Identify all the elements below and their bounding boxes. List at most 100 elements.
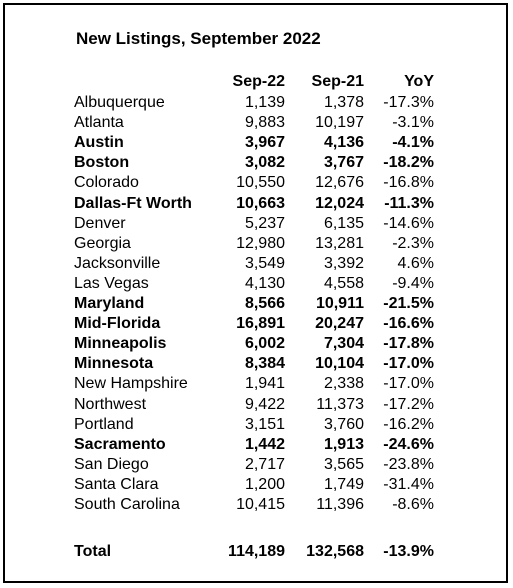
row-name: Colorado	[74, 174, 139, 191]
row-yoy: -4.1%	[392, 134, 434, 151]
row-name: Las Vegas	[74, 275, 149, 292]
row-yoy: -23.8%	[383, 456, 434, 473]
row-yoy: -14.6%	[383, 215, 434, 232]
row-yoy: -16.8%	[383, 174, 434, 191]
row-yoy: -3.1%	[392, 114, 434, 131]
row-yoy: 4.6%	[397, 255, 434, 272]
table-row: San Diego 2,717 3,565 -23.8%	[5, 454, 510, 475]
row-name: San Diego	[74, 456, 149, 473]
table-row: Dallas-Ft Worth 10,663 12,024 -11.3%	[5, 193, 510, 214]
row-yoy: -17.3%	[383, 94, 434, 111]
header-sep-21: Sep-21	[311, 73, 364, 90]
table-row: Denver 5,237 6,135 -14.6%	[5, 213, 510, 234]
table-row: Austin 3,967 4,136 -4.1%	[5, 132, 510, 153]
row-sep-21: 12,024	[315, 195, 364, 212]
row-name: Albuquerque	[74, 94, 165, 111]
row-sep-22: 1,941	[244, 375, 285, 392]
total-sep-21: 132,568	[306, 543, 364, 560]
row-sep-21: 11,396	[316, 496, 364, 513]
table-row: Northwest 9,422 11,373 -17.2%	[5, 394, 510, 415]
table-title: New Listings, September 2022	[76, 29, 321, 48]
row-yoy: -17.2%	[383, 396, 434, 413]
row-name: New Hampshire	[74, 375, 188, 392]
row-sep-22: 3,549	[244, 255, 285, 272]
row-sep-21: 10,197	[315, 114, 364, 131]
row-sep-21: 11,373	[316, 396, 364, 413]
row-sep-22: 1,442	[244, 436, 285, 453]
row-sep-21: 3,392	[323, 255, 364, 272]
row-sep-21: 10,911	[315, 295, 364, 312]
row-yoy: -11.3%	[384, 195, 434, 212]
row-name: Maryland	[74, 295, 145, 312]
row-sep-22: 16,891	[236, 315, 285, 332]
row-name: Santa Clara	[74, 476, 159, 493]
row-sep-21: 13,281	[315, 235, 364, 252]
table-frame: New Listings, September 2022 Sep-22 Sep-…	[3, 3, 508, 583]
row-name: Minneapolis	[74, 335, 167, 352]
header-sep-22: Sep-22	[232, 73, 285, 90]
row-yoy: -16.2%	[383, 416, 434, 433]
row-sep-21: 3,767	[323, 154, 364, 171]
row-sep-22: 9,422	[244, 396, 285, 413]
row-name: Denver	[74, 215, 126, 232]
table-row: Santa Clara 1,200 1,749 -31.4%	[5, 474, 510, 495]
row-sep-22: 1,200	[244, 476, 285, 493]
row-sep-22: 8,384	[244, 355, 285, 372]
table-row: Portland 3,151 3,760 -16.2%	[5, 414, 510, 435]
row-yoy: -8.6%	[392, 496, 434, 513]
row-sep-21: 12,676	[315, 174, 364, 191]
row-sep-22: 3,967	[244, 134, 285, 151]
row-sep-22: 10,663	[236, 195, 285, 212]
row-sep-22: 2,717	[244, 456, 285, 473]
row-sep-22: 8,566	[244, 295, 285, 312]
row-name: Georgia	[74, 235, 131, 252]
row-sep-21: 1,749	[323, 476, 364, 493]
row-sep-22: 10,550	[236, 174, 285, 191]
table-row: Boston 3,082 3,767 -18.2%	[5, 152, 510, 173]
row-yoy: -31.4%	[383, 476, 434, 493]
row-sep-21: 1,913	[323, 436, 364, 453]
header-yoy: YoY	[404, 73, 434, 90]
row-name: Northwest	[74, 396, 147, 413]
table-row: Mid-Florida 16,891 20,247 -16.6%	[5, 313, 510, 334]
total-label: Total	[74, 543, 112, 560]
row-sep-21: 20,247	[315, 315, 364, 332]
row-yoy: -9.4%	[392, 275, 434, 292]
table-row: Las Vegas 4,130 4,558 -9.4%	[5, 273, 510, 294]
table-row: Atlanta 9,883 10,197 -3.1%	[5, 112, 510, 133]
row-yoy: -17.8%	[383, 335, 434, 352]
row-name: Atlanta	[74, 114, 124, 131]
row-sep-21: 2,338	[323, 375, 364, 392]
row-sep-22: 4,130	[244, 275, 285, 292]
row-sep-21: 7,304	[323, 335, 364, 352]
row-yoy: -17.0%	[383, 355, 434, 372]
row-yoy: -18.2%	[383, 154, 434, 171]
table-row: New Hampshire 1,941 2,338 -17.0%	[5, 373, 510, 394]
row-sep-22: 1,139	[244, 94, 285, 111]
row-name: Dallas-Ft Worth	[74, 195, 192, 212]
row-name: South Carolina	[74, 496, 180, 513]
row-sep-22: 12,980	[236, 235, 285, 252]
table-row: Albuquerque 1,139 1,378 -17.3%	[5, 92, 510, 113]
row-yoy: -16.6%	[383, 315, 434, 332]
row-sep-22: 3,082	[244, 154, 285, 171]
table-row: Minnesota 8,384 10,104 -17.0%	[5, 353, 510, 374]
row-yoy: -21.5%	[383, 295, 434, 312]
row-sep-22: 9,883	[244, 114, 285, 131]
row-sep-21: 10,104	[315, 355, 364, 372]
row-name: Jacksonville	[74, 255, 161, 272]
table-row: Sacramento 1,442 1,913 -24.6%	[5, 434, 510, 455]
row-yoy: -2.3%	[392, 235, 434, 252]
row-sep-22: 6,002	[244, 335, 285, 352]
table-row: Minneapolis 6,002 7,304 -17.8%	[5, 333, 510, 354]
row-name: Sacramento	[74, 436, 166, 453]
total-sep-22: 114,189	[228, 543, 285, 560]
row-name: Minnesota	[74, 355, 154, 372]
table-row: Georgia 12,980 13,281 -2.3%	[5, 233, 510, 254]
row-sep-22: 10,415	[236, 496, 285, 513]
row-name: Austin	[74, 134, 124, 151]
row-name: Portland	[74, 416, 134, 433]
row-yoy: -24.6%	[383, 436, 434, 453]
row-sep-22: 5,237	[244, 215, 285, 232]
table-header-row: Sep-22 Sep-21 YoY	[5, 71, 510, 92]
